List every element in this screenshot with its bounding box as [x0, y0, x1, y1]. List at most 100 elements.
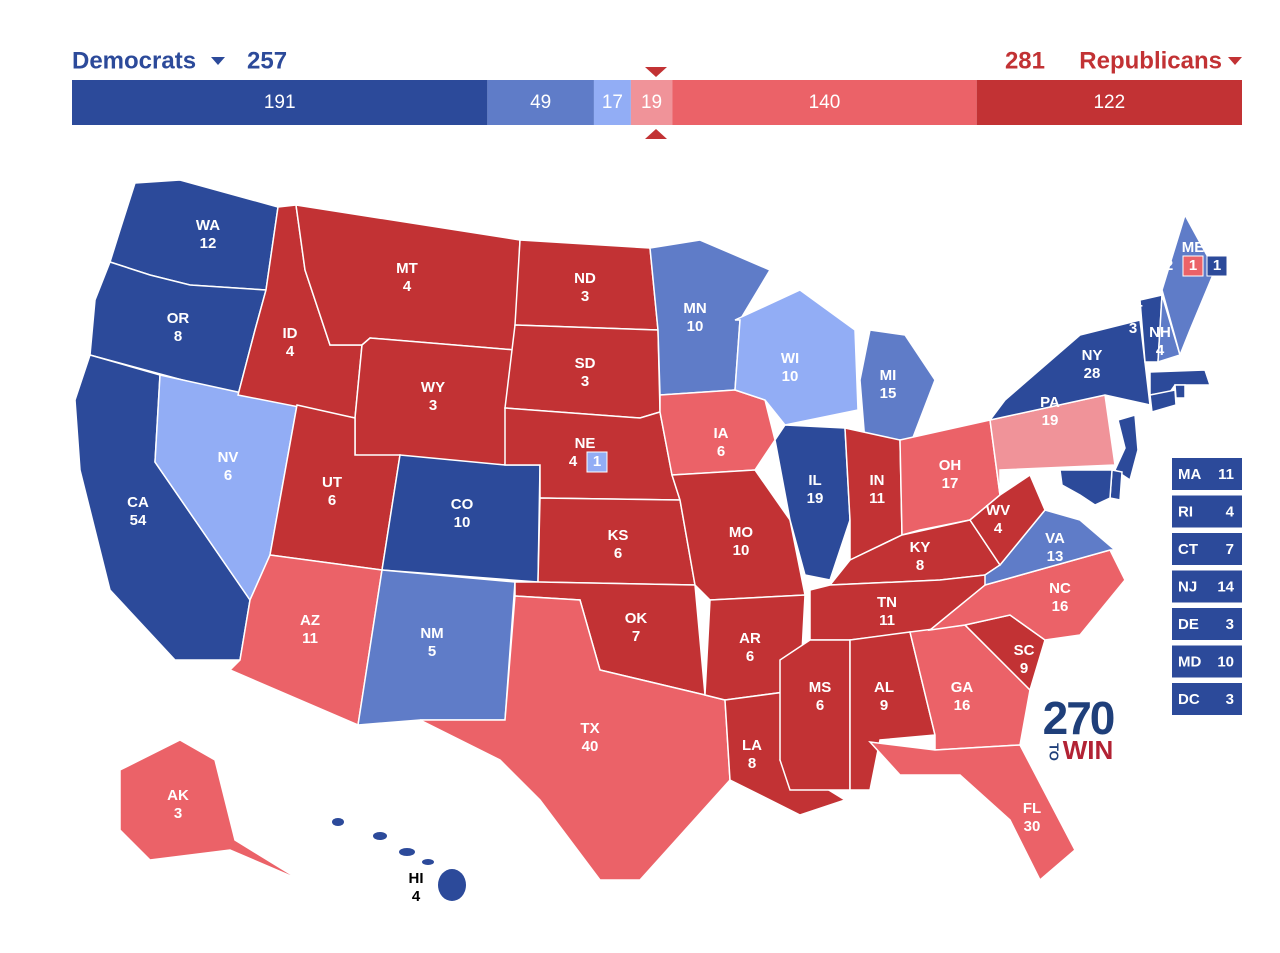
district-box — [586, 451, 608, 473]
state-votes: 6 — [614, 545, 622, 562]
state-abbr: TX — [580, 720, 599, 737]
state-votes: 10 — [454, 514, 471, 531]
state — [779, 639, 851, 791]
state-votes: 7 — [632, 628, 640, 645]
state-abbr: AL — [874, 679, 894, 696]
state-votes: 16 — [954, 697, 971, 714]
state-votes: 6 — [816, 697, 824, 714]
small-state-box — [1172, 570, 1242, 603]
state-votes: 4 — [1156, 342, 1165, 359]
state-votes: 4 — [403, 278, 412, 295]
state-votes: 12 — [200, 235, 217, 252]
small-state-votes: 4 — [1226, 503, 1235, 520]
state-abbr: AR — [739, 630, 761, 647]
district-votes: 1 — [1213, 257, 1221, 274]
state-votes: 13 — [1047, 548, 1064, 565]
state — [988, 319, 1151, 422]
bar-segment-label: 19 — [641, 92, 662, 113]
democrats-total: 257 — [247, 47, 287, 74]
state-abbr: NC — [1049, 580, 1071, 597]
island — [399, 848, 415, 856]
small-state-box — [1172, 645, 1242, 678]
state-abbr: OH — [939, 457, 962, 474]
small-state-box — [1172, 533, 1242, 565]
small-state-votes: 3 — [1226, 616, 1234, 633]
state-abbr: NV — [218, 449, 239, 466]
district-votes: 1 — [593, 453, 601, 470]
state-votes: 19 — [1042, 412, 1059, 429]
logo: 270 TO WIN — [1043, 692, 1116, 765]
state-votes: 6 — [328, 492, 336, 509]
state-votes: 8 — [174, 328, 182, 345]
state — [859, 329, 936, 443]
state-abbr: AZ — [300, 612, 320, 629]
state-votes: 5 — [428, 643, 436, 660]
state-votes: 11 — [302, 630, 318, 647]
island — [422, 859, 434, 865]
state — [419, 595, 731, 881]
state-votes: 9 — [1020, 660, 1028, 677]
state-votes: 10 — [733, 542, 750, 559]
bar-segment — [72, 80, 488, 125]
state-votes: 4 — [286, 343, 295, 360]
state-abbr: MT — [396, 260, 418, 277]
state-abbr: MS — [809, 679, 832, 696]
logo-number: 270 — [1043, 692, 1114, 744]
state-abbr: FL — [1023, 800, 1041, 817]
state-abbr: WV — [986, 502, 1010, 519]
state-abbr: WA — [196, 217, 220, 234]
state-abbr: ND — [574, 270, 596, 287]
state-abbr: WY — [421, 379, 445, 396]
state-abbr: OR — [167, 310, 190, 327]
democrats-label[interactable]: Democrats — [72, 47, 196, 74]
state-abbr: OK — [625, 610, 648, 627]
state — [1174, 384, 1186, 399]
bar-segment — [976, 80, 1242, 125]
state-abbr: LA — [742, 737, 762, 754]
state-abbr: GA — [951, 679, 974, 696]
state-votes: 4 — [994, 520, 1003, 537]
state — [1059, 469, 1113, 506]
bar-segment-label: 191 — [264, 92, 296, 113]
states — [74, 179, 1216, 901]
state — [868, 741, 1076, 882]
state — [1161, 213, 1216, 358]
state-abbr: ME — [1182, 239, 1205, 256]
state-abbr: NH — [1149, 324, 1171, 341]
small-state-box — [1172, 683, 1242, 715]
state-abbr: NM — [420, 625, 443, 642]
state-votes: 11 — [869, 490, 885, 507]
dropdown-arrow[interactable] — [1228, 57, 1242, 65]
small-state-votes: 3 — [1226, 691, 1234, 708]
state-abbr: HI — [409, 870, 424, 887]
state-abbr: PA — [1040, 394, 1060, 411]
state-votes: 6 — [717, 443, 725, 460]
state-abbr: WI — [781, 350, 799, 367]
threshold-marker — [645, 67, 667, 77]
state-abbr: UT — [322, 474, 342, 491]
state-votes: 6 — [224, 467, 232, 484]
state-abbr: SD — [575, 355, 596, 372]
small-state-boxes: MA 11 RI 4 CT 7 NJ 14 DE 3 MD 10 DC 3 — [1172, 458, 1242, 715]
small-state-abbr: DC — [1178, 691, 1200, 708]
logo-to: TO — [1047, 743, 1062, 761]
dropdown-arrow[interactable] — [211, 57, 225, 65]
republicans-label[interactable]: Republicans — [1079, 47, 1222, 74]
state-votes: 19 — [807, 490, 824, 507]
state-abbr: KY — [910, 539, 931, 556]
small-state-abbr: MD — [1178, 653, 1201, 670]
small-state-votes: 7 — [1226, 541, 1234, 558]
small-state-votes: 14 — [1217, 578, 1234, 595]
state-votes: 10 — [687, 318, 704, 335]
state-votes: 3 — [174, 805, 182, 822]
bar-segment-label: 122 — [1093, 92, 1125, 113]
small-state-votes: 11 — [1218, 466, 1234, 483]
state-votes: 54 — [130, 512, 147, 529]
state-votes: 16 — [1052, 598, 1069, 615]
vote-bar: 191 49 17 19 140 122 — [72, 80, 1242, 125]
state-abbr: KS — [608, 527, 629, 544]
state-votes: 8 — [748, 755, 756, 772]
state-votes: 4 — [569, 453, 578, 470]
